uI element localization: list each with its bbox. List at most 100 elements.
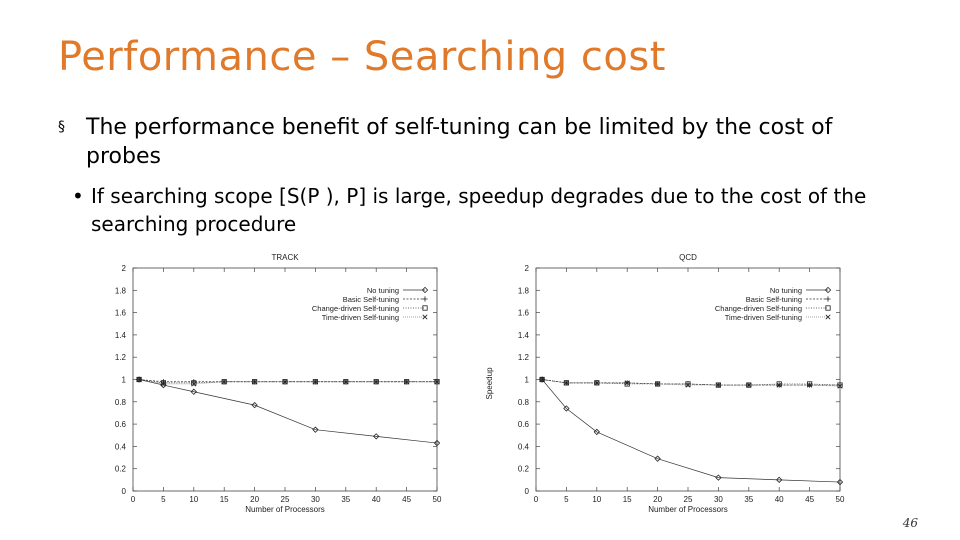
data-point-series-2 xyxy=(160,379,166,385)
data-point-series-4 xyxy=(655,381,661,387)
x-tick-label: 0 xyxy=(131,495,136,504)
data-point-series-1 xyxy=(190,388,197,395)
data-point-series-3 xyxy=(343,379,349,385)
y-tick-label: 1 xyxy=(122,376,127,385)
data-point-series-3 xyxy=(624,381,630,387)
data-point-series-2 xyxy=(594,380,600,386)
bullet-main-text: The performance benefit of self-tuning c… xyxy=(86,115,833,169)
x-tick-label: 15 xyxy=(220,495,229,504)
y-tick-label: 0 xyxy=(525,487,530,496)
data-point-series-3 xyxy=(251,379,258,385)
x-axis-label: Number of Processors xyxy=(648,505,728,514)
data-point-series-2 xyxy=(563,380,569,386)
y-tick-label: 0.2 xyxy=(115,465,127,474)
legend-label: No tuning xyxy=(367,286,399,295)
y-tick-label: 1.4 xyxy=(115,331,127,340)
y-tick-label: 2 xyxy=(525,264,530,273)
y-tick-label: 0.4 xyxy=(518,442,530,451)
data-point-series-2 xyxy=(685,381,691,387)
chart-title: TRACK xyxy=(271,253,299,262)
data-point-series-2 xyxy=(715,382,721,388)
y-tick-label: 1.2 xyxy=(115,353,127,362)
data-point-series-4 xyxy=(221,379,227,385)
data-point-series-1 xyxy=(836,478,844,486)
legend-label: Change-driven Self-tuning xyxy=(715,304,802,313)
data-point-series-1 xyxy=(373,433,380,440)
y-tick-label: 0.8 xyxy=(518,398,530,407)
legend-label: Time-driven Self-tuning xyxy=(725,313,802,322)
data-point-series-3 xyxy=(655,381,661,387)
y-axis-label: Speedup xyxy=(485,367,494,400)
data-point-series-4 xyxy=(624,380,630,386)
data-point-series-2 xyxy=(373,379,379,385)
data-point-series-1 xyxy=(538,376,546,383)
series-line-4 xyxy=(139,379,437,385)
slide-title: Performance – Searching cost xyxy=(58,34,666,80)
data-point-series-1 xyxy=(563,405,570,412)
y-tick-label: 0.8 xyxy=(115,398,127,407)
series-line-4 xyxy=(542,379,841,387)
series-line-3 xyxy=(542,379,841,386)
data-point-series-4 xyxy=(715,382,721,388)
legend-label: Basic Self-tuning xyxy=(746,295,802,304)
data-point-series-4 xyxy=(373,379,379,385)
legend-label: Change-driven Self-tuning xyxy=(312,304,399,313)
series-line-3 xyxy=(139,379,437,384)
data-point-series-3 xyxy=(282,379,288,385)
data-point-series-1 xyxy=(251,401,258,409)
data-point-series-3 xyxy=(685,381,691,387)
data-point-series-2 xyxy=(312,379,318,385)
data-point-series-4 xyxy=(746,382,752,388)
x-tick-label: 45 xyxy=(402,495,411,504)
data-point-series-3 xyxy=(746,382,752,388)
x-tick-label: 5 xyxy=(161,495,166,504)
plot-frame xyxy=(132,267,438,492)
data-point-series-4 xyxy=(191,381,197,387)
x-tick-label: 10 xyxy=(189,495,198,504)
data-point-series-1 xyxy=(160,381,167,389)
data-point-series-4 xyxy=(807,382,813,388)
legend-label: Time-driven Self-tuning xyxy=(322,313,399,322)
x-tick-label: 35 xyxy=(341,495,350,504)
x-tick-label: 35 xyxy=(744,495,753,504)
data-point-series-4 xyxy=(252,379,258,385)
data-point-series-4 xyxy=(404,379,410,385)
chart-title: QCD xyxy=(679,253,697,262)
data-point-series-3 xyxy=(191,380,197,386)
data-point-series-4 xyxy=(837,383,843,389)
x-tick-label: 10 xyxy=(592,495,601,504)
y-tick-label: 1.6 xyxy=(115,309,127,318)
x-tick-label: 25 xyxy=(281,495,290,504)
x-tick-label: 40 xyxy=(372,495,381,504)
data-point-series-3 xyxy=(136,376,142,383)
data-point-series-1 xyxy=(654,455,661,462)
data-point-series-3 xyxy=(776,381,782,387)
data-point-series-1 xyxy=(776,476,783,484)
legend-marker xyxy=(825,296,831,302)
data-point-series-2 xyxy=(221,379,227,385)
data-point-series-1 xyxy=(715,474,722,481)
data-point-series-3 xyxy=(837,382,843,388)
data-point-series-4 xyxy=(343,379,349,385)
data-point-series-2 xyxy=(624,380,630,386)
data-point-series-3 xyxy=(221,379,227,385)
data-point-series-3 xyxy=(807,381,813,387)
x-tick-label: 20 xyxy=(653,495,662,504)
data-point-series-3 xyxy=(594,380,600,386)
data-point-series-1 xyxy=(135,376,143,383)
legend-label: No tuning xyxy=(770,286,802,295)
data-point-series-4 xyxy=(282,379,288,385)
legend-marker xyxy=(825,305,831,311)
x-axis-label: Number of Processors xyxy=(245,505,325,514)
data-point-series-4 xyxy=(136,377,142,382)
data-point-series-4 xyxy=(685,382,691,388)
y-tick-label: 0.6 xyxy=(518,420,530,429)
data-point-series-1 xyxy=(312,426,319,433)
data-point-series-2 xyxy=(343,379,349,385)
x-tick-label: 30 xyxy=(311,495,320,504)
y-tick-label: 1.6 xyxy=(518,309,530,318)
legend-marker xyxy=(422,296,428,302)
legend-marker xyxy=(421,286,429,294)
x-tick-label: 15 xyxy=(623,495,632,504)
data-point-series-2 xyxy=(655,381,661,387)
